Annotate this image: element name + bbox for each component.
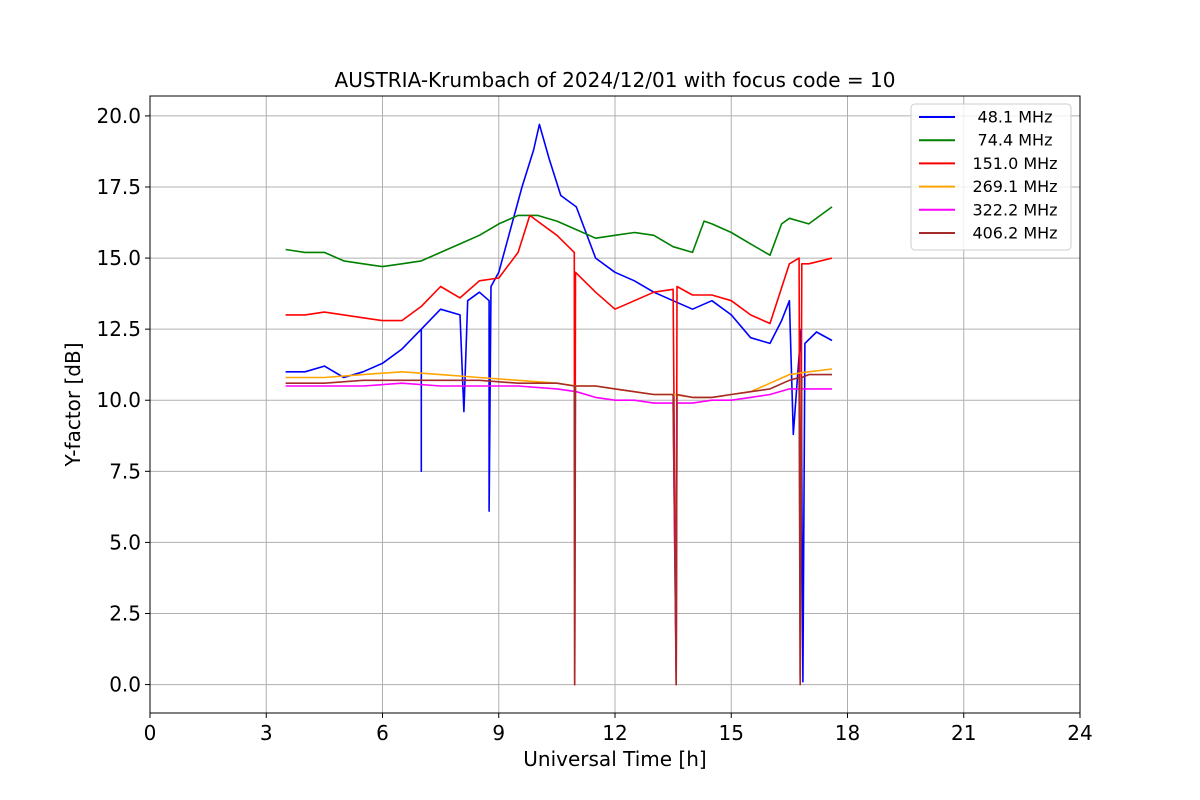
x-tick-label: 15 [719,721,744,745]
x-tick-label: 6 [376,721,389,745]
y-tick-label: 15.0 [96,246,141,270]
legend-label-3: 269.1 MHz [972,177,1057,196]
series-line-5 [285,373,832,686]
legend-label-0: 48.1 MHz [978,108,1053,127]
legend-label-1: 74.4 MHz [978,131,1053,150]
x-tick-label: 12 [602,721,627,745]
legend: 48.1 MHz 74.4 MHz 151.0 MHz 269.1 MHz 322.2 … [910,103,1072,251]
y-tick-label: 12.5 [96,317,141,341]
series-line-2 [285,214,833,686]
x-tick-label: 3 [260,721,273,745]
y-tick-label: 2.5 [109,601,141,625]
series-lines [285,123,833,686]
x-tick-label: 24 [1067,721,1092,745]
series-line-1 [285,206,833,268]
x-tick-label: 0 [144,721,157,745]
y-tick-label: 7.5 [109,459,141,483]
chart-title: AUSTRIA-Krumbach of 2024/12/01 with focu… [335,68,896,92]
y-tick-label: 20.0 [96,104,141,128]
series-line-0 [285,123,833,683]
y-tick-label: 17.5 [96,175,141,199]
x-tick-label: 18 [835,721,860,745]
y-tick-label: 10.0 [96,388,141,412]
legend-label-5: 406.2 MHz [972,224,1057,243]
series-line-4 [285,382,832,675]
y-tick-label: 5.0 [109,530,141,554]
legend-label-2: 151.0 MHz [972,154,1057,173]
x-axis-label: Universal Time [h] [523,747,706,771]
x-tick-label: 9 [492,721,505,745]
axis-ticks: 0 3 6 9 12 15 18 21 24 0.0 2.5 5.0 7.5 10.0 12.5 15.0 17… [96,104,1092,745]
y-axis-label: Y-factor [dB] [61,342,85,467]
x-tick-label: 21 [951,721,976,745]
legend-label-4: 322.2 MHz [972,200,1057,219]
y-tick-label: 0.0 [109,673,141,697]
